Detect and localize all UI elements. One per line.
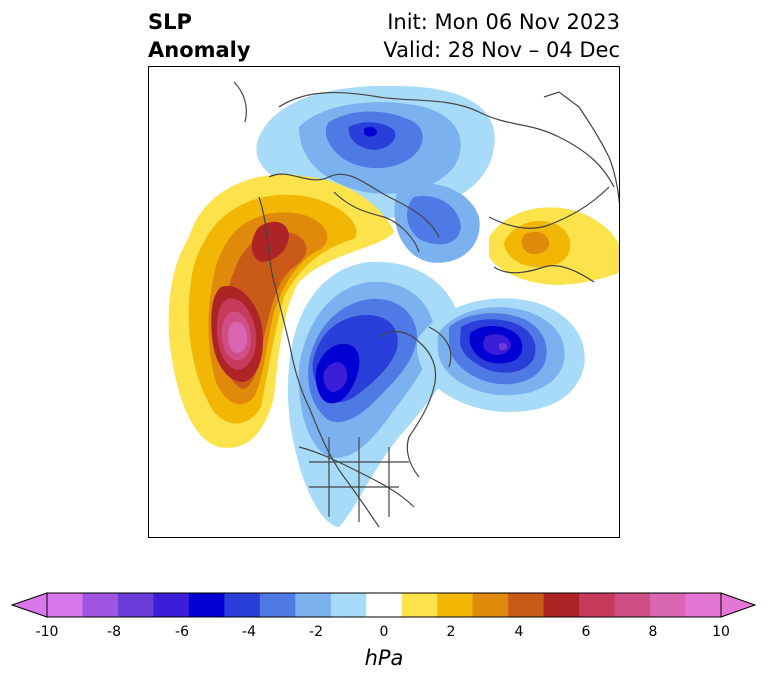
- tick-label: 8: [648, 624, 658, 640]
- colorbar-cell: [224, 593, 261, 617]
- tick-label: -10: [35, 624, 59, 640]
- init-date-label: Init: Mon 06 Nov 2023: [387, 10, 620, 34]
- colorbar-cell: [330, 593, 367, 617]
- colorbar-unit-label: hPa: [364, 646, 404, 670]
- north-america-negative-anomaly: [287, 261, 461, 527]
- figure-dates: Init: Mon 06 Nov 2023 Valid: 28 Nov – 04…: [383, 8, 620, 64]
- colorbar-cell: [188, 593, 225, 617]
- colorbar-cell: [543, 593, 580, 617]
- colorbar-cell: [401, 593, 438, 617]
- coastlines: [233, 81, 619, 528]
- colorbar-cell: [259, 593, 296, 617]
- tick-label: 2: [446, 624, 456, 640]
- colorbar-tick-labels: -10 -8 -6 -4 -2 0 2 4 6 8 10: [0, 624, 768, 646]
- europe-positive-anomaly: [489, 207, 619, 285]
- tick-label: -6: [175, 624, 189, 640]
- tick-label: -4: [242, 624, 256, 640]
- colorbar-cell: [117, 593, 154, 617]
- valid-date-label: Valid: 28 Nov – 04 Dec: [383, 38, 620, 62]
- colorbar-cell: [437, 593, 474, 617]
- colorbar-cell: [650, 593, 687, 617]
- tick-label: 0: [379, 624, 389, 640]
- tick-label: 4: [514, 624, 524, 640]
- colorbar-cell: [508, 593, 545, 617]
- colorbar-cell: [579, 593, 616, 617]
- colorbar-cell: [82, 593, 119, 617]
- tick-label: -2: [309, 624, 323, 640]
- figure-title: SLP Anomaly: [148, 8, 251, 64]
- colorbar-cell: [472, 593, 509, 617]
- colorbar-cell: [295, 593, 332, 617]
- colorbar-cell: [614, 593, 651, 617]
- tick-label: 10: [712, 624, 730, 640]
- atlantic-negative-anomaly: [416, 298, 585, 412]
- colorbar: [10, 592, 757, 618]
- colorbar-cell: [366, 593, 403, 617]
- title-line-slp: SLP: [148, 10, 192, 34]
- colorbar-low-extend-arrow: [10, 592, 48, 618]
- title-line-anomaly: Anomaly: [148, 38, 251, 62]
- tick-label: -8: [107, 624, 121, 640]
- colorbar-cell: [47, 593, 83, 617]
- tick-label: 6: [581, 624, 591, 640]
- colorbar-cell: [685, 593, 722, 617]
- colorbar-outline: [46, 592, 722, 618]
- anomaly-map: [168, 81, 619, 528]
- map-panel: [148, 66, 620, 538]
- colorbar-cell: [153, 593, 190, 617]
- colorbar-high-extend-arrow: [720, 592, 757, 618]
